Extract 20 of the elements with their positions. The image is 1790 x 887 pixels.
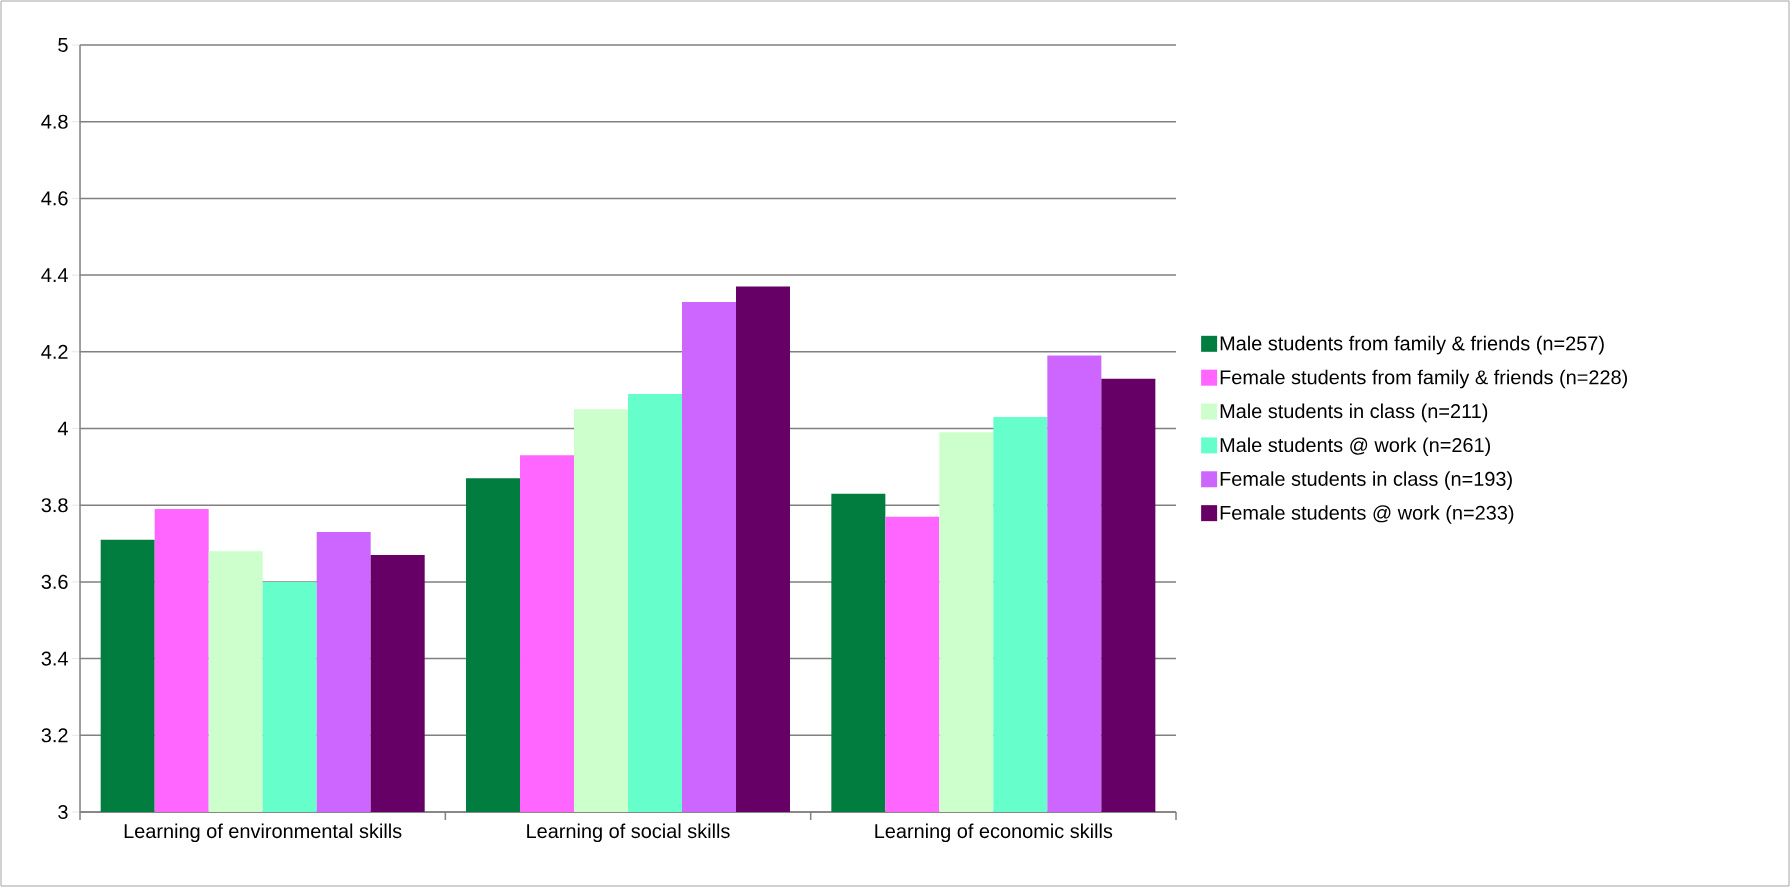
y-tick-label: 3.4 [41, 651, 68, 666]
y-tick-label: 3.6 [41, 574, 68, 589]
y-tick-label: 3 [58, 804, 68, 820]
y-tick-label: 4.8 [41, 114, 68, 129]
y-tick-label: 3.8 [41, 498, 68, 513]
legend-label: Female students @ work (n=233) [1220, 505, 1514, 524]
legend-label: Female students in class (n=193) [1220, 471, 1512, 490]
x-tick-label: Learning of economic skills [875, 823, 1113, 843]
legend-label: Female students from family & friends (n=228) [1220, 369, 1628, 389]
y-tick-label: 4 [57, 421, 68, 436]
y-tick-label: 4.6 [41, 191, 68, 206]
y-tick-label: 4.2 [41, 344, 68, 359]
legend-label: Male students @ work (n=261) [1220, 437, 1491, 457]
legend-label: Male students from family & friends (n=257) [1220, 335, 1604, 355]
x-tick-label: Learning of social skills [527, 823, 730, 843]
y-tick-label: 4.4 [41, 268, 68, 282]
legend-label: Male students in class (n=211) [1220, 403, 1488, 423]
y-tick-label: 5 [58, 38, 68, 52]
x-tick-label: Learning of environmental skills [124, 823, 402, 843]
y-tick-label: 3.2 [41, 728, 68, 743]
